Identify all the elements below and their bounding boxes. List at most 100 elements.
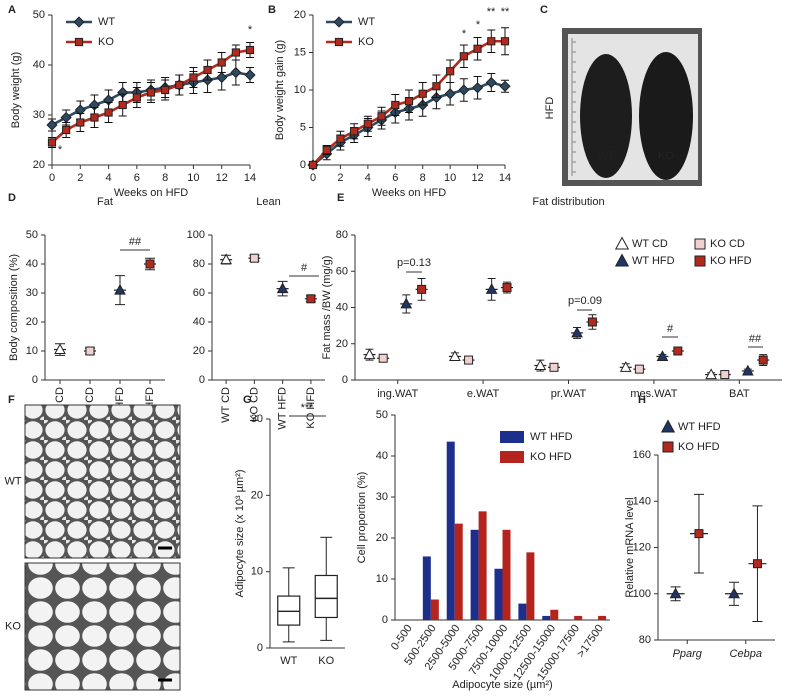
legend-marker [73,16,85,28]
y-tick-label: 15 [294,47,306,59]
point [432,82,441,91]
point [487,37,496,46]
x-tick-label: Cebpa [730,648,762,660]
legend-marker [662,441,674,453]
y-tick-label: 60 [193,287,205,299]
point [161,85,170,95]
micrograph [24,404,181,559]
micrograph [24,562,181,691]
y-axis-label: Body weight gain (g) [274,40,286,140]
legend-label: KO [358,36,374,48]
point [741,364,754,376]
y-tick-label: 60 [336,265,348,277]
panel-letter: E [337,192,344,204]
panel-letter: B [268,4,276,16]
y-tick-label: 30 [26,287,38,299]
legend-label: WT [98,16,115,28]
mouse [580,54,632,178]
y-tick-label: 120 [633,542,651,554]
point [216,71,228,84]
point [146,88,156,97]
point [231,48,240,57]
bar [454,523,463,620]
y-tick-label: 10 [251,566,263,578]
point [90,113,99,122]
legend-label: WT [358,16,375,28]
annotation: * [462,28,467,40]
y-tick-label: 0 [382,614,388,626]
x-tick-label: 6 [134,172,140,184]
point [114,283,126,295]
y-axis-label: Cell proportion (%) [356,472,368,564]
point [217,58,226,67]
legend-marker [333,16,345,28]
point [104,108,113,117]
x-tick-label: 14 [244,172,256,184]
y-tick-label: 140 [633,495,651,507]
y-tick-label: 20 [376,532,388,544]
legend-swatch [500,451,524,463]
point [758,355,768,365]
y-tick-label: 40 [26,258,38,270]
x-tick-label: mes.WAT [630,388,677,400]
legend-label: KO [98,36,114,48]
y-tick-label: 30 [376,491,388,503]
x-tick-label: WT HFD [277,387,289,430]
y-tick-label: 0 [342,374,348,386]
mouse [639,52,693,180]
point [458,84,470,96]
point [400,297,413,309]
point [76,118,85,127]
x-tick-label: KO CD [248,387,260,422]
y-tick-label: 20 [26,316,38,328]
x-axis-label: Weeks on HFD [372,187,446,199]
point [245,45,255,55]
point [220,253,232,265]
x-tick-label: 12 [471,172,483,184]
annotation: * [58,144,63,156]
point [363,119,372,128]
bar [494,568,503,620]
bar [422,556,431,620]
y-axis-label: Relative mRNA level [624,497,636,597]
point [473,44,482,53]
legend-marker [614,253,630,267]
bar [574,615,583,620]
point [85,346,95,356]
x-tick-label: 6 [392,172,398,184]
point [499,80,511,92]
y-tick-label: 50 [26,229,38,241]
y-tick-label: 0 [32,374,38,386]
point [464,355,474,365]
x-tick-label: 4 [106,172,112,184]
x-tick-label: ing.WAT [377,388,418,400]
y-tick-label: 20 [251,489,263,501]
legend-label: WT HFD [632,255,675,267]
bar [446,441,455,620]
x-tick-label: 10 [444,172,456,184]
point [350,127,359,136]
legend-label: WT HFD [678,421,721,433]
ruler [571,38,576,176]
y-tick-label: 160 [633,449,651,461]
legend-label: KO CD [710,238,745,250]
bar [430,599,439,620]
x-tick-label: e.WAT [467,388,500,400]
photo-side-label: HFD [544,97,556,120]
bar [502,529,511,620]
y-tick-label: 30 [33,109,45,121]
point [502,283,512,293]
x-tick-label: 10 [187,172,199,184]
point [203,65,212,75]
annotation: * [248,24,253,36]
panel-letter: D [8,192,16,204]
chart-title: Fat [97,196,113,208]
y-tick-label: 40 [193,316,205,328]
point [673,346,683,356]
point [132,93,141,102]
annotation: # [301,262,308,274]
point [459,52,468,61]
y-tick-label: 40 [336,302,348,314]
y-tick-label: 50 [376,409,388,421]
